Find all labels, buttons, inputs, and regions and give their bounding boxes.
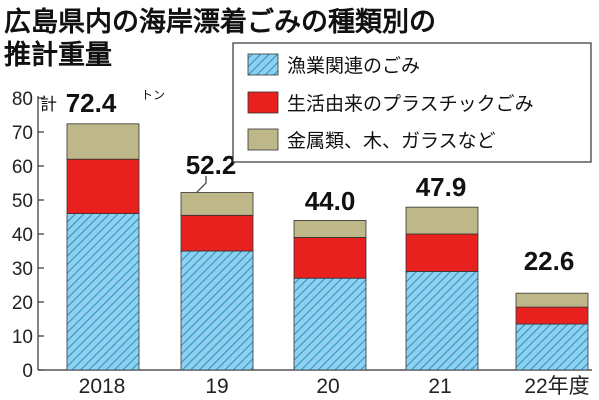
legend-swatch-fishing [247, 53, 279, 76]
bar-stacks [66, 123, 589, 371]
bar-segment-metal-wood-glass-4 [515, 292, 589, 308]
x-tick-label-4: 22年度 [524, 375, 589, 398]
chart-title-line-2: 推計重量 [4, 39, 112, 71]
bar-segment-plastic-0 [66, 158, 140, 214]
bar-segment-metal-wood-glass-2 [293, 219, 367, 238]
bar-segment-plastic-2 [293, 236, 367, 279]
bar-segment-fishing-0 [66, 213, 140, 371]
bar-segment-metal-wood-glass-3 [405, 206, 479, 235]
chart-title-line-1: 広島県内の海岸漂着ごみの種類別の [4, 6, 436, 38]
y-tick-label-80: 80 [12, 89, 33, 110]
y-tick-label-40: 40 [12, 225, 33, 246]
bar-segment-plastic-1 [180, 214, 254, 252]
total-prefix-label: 計 [40, 95, 57, 115]
bar-segment-metal-wood-glass-1 [180, 192, 254, 216]
y-tick-label-20: 20 [12, 293, 33, 314]
y-tick-label-10: 10 [12, 327, 33, 348]
y-tick-label-0: 0 [22, 361, 33, 382]
total-label-3: 47.9 [416, 172, 467, 202]
total-label-1: 52.2 [186, 150, 237, 180]
legend-label-plastic: 生活由来のプラスチックごみ [287, 93, 534, 115]
bar-segment-fishing-4 [515, 323, 589, 371]
legend-label-fishing: 漁業関連のごみ [287, 55, 420, 77]
legend-swatch-plastic [247, 91, 279, 114]
y-tick-label-30: 30 [12, 259, 33, 280]
total-label-2: 44.0 [305, 186, 356, 216]
bar-segment-plastic-4 [515, 306, 589, 325]
y-tick-label-70: 70 [12, 123, 33, 144]
y-tick-label-50: 50 [12, 191, 33, 212]
x-tick-label-2: 20 [316, 375, 339, 398]
x-tick-label-0: 2018 [79, 375, 126, 398]
x-axis-labels: 2018 19 20 21 22年度 [79, 375, 590, 398]
total-label-4: 22.6 [524, 246, 575, 276]
leader-line-19 [196, 176, 207, 193]
bar-segment-plastic-3 [405, 233, 479, 272]
legend-swatch-metal-wood-glass [247, 128, 279, 151]
bar-segment-metal-wood-glass-0 [66, 123, 140, 160]
bar-segment-fishing-1 [180, 250, 254, 371]
total-label-0: 72.4 [66, 88, 117, 118]
unit-label: トン [141, 88, 165, 102]
legend-label-metal-wood-glass: 金属類、木、ガラスなど [287, 130, 496, 152]
bar-segment-fishing-2 [293, 277, 367, 371]
total-labels: 72.4 52.2 44.0 47.9 22.6 計 トン [40, 88, 574, 276]
bar-segment-fishing-3 [405, 270, 479, 371]
y-axis-ticks: 0 10 20 30 40 50 60 70 80 [12, 89, 44, 382]
x-tick-label-1: 19 [205, 375, 228, 398]
legend-box [232, 42, 592, 163]
y-tick-label-60: 60 [12, 157, 33, 178]
legend: 漁業関連のごみ 生活由来のプラスチックごみ 金属類、木、ガラスなど [232, 42, 592, 163]
x-tick-label-3: 21 [428, 375, 451, 398]
